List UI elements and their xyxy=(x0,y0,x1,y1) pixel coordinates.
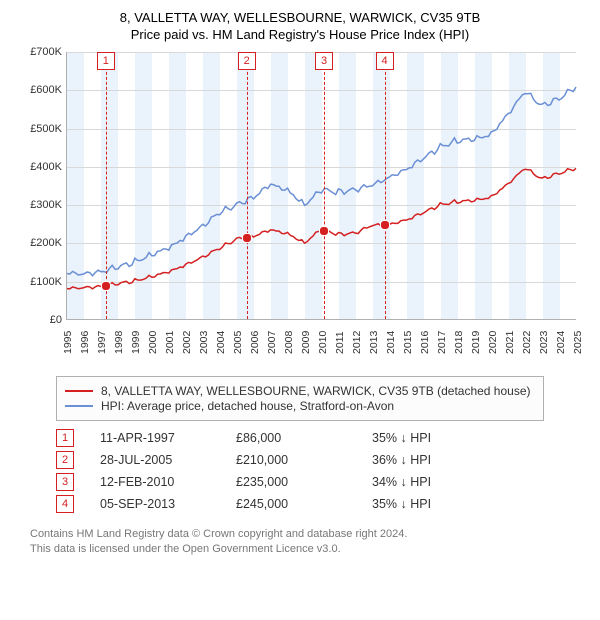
transaction-price-dot xyxy=(242,233,252,243)
y-axis-label: £700K xyxy=(20,46,62,58)
transaction-row: 4 05-SEP-2013 £245,000 35% ↓ HPI xyxy=(56,495,590,513)
y-axis-label: £0 xyxy=(20,314,62,326)
title-address: 8, VALLETTA WAY, WELLESBOURNE, WARWICK, … xyxy=(10,10,590,25)
legend-swatch-price xyxy=(65,390,93,392)
x-axis-label: 2008 xyxy=(283,331,295,354)
y-axis-label: £500K xyxy=(20,123,62,135)
x-axis-label: 2009 xyxy=(300,331,312,354)
transaction-diff: 35% ↓ HPI xyxy=(372,431,492,445)
legend: 8, VALLETTA WAY, WELLESBOURNE, WARWICK, … xyxy=(56,376,544,421)
y-axis-label: £300K xyxy=(20,199,62,211)
x-axis-label: 2005 xyxy=(232,331,244,354)
x-axis-label: 2018 xyxy=(453,331,465,354)
transaction-row: 2 28-JUL-2005 £210,000 36% ↓ HPI xyxy=(56,451,590,469)
x-axis-label: 2000 xyxy=(147,331,159,354)
x-axis-label: 2001 xyxy=(164,331,176,354)
transaction-number-box: 1 xyxy=(56,429,74,447)
x-axis-label: 2006 xyxy=(249,331,261,354)
transaction-marker-line xyxy=(106,52,107,319)
legend-label-hpi: HPI: Average price, detached house, Stra… xyxy=(101,399,394,413)
transaction-price: £86,000 xyxy=(236,431,346,445)
y-axis-label: £100K xyxy=(20,276,62,288)
x-axis-label: 2014 xyxy=(385,331,397,354)
transaction-marker-line xyxy=(247,52,248,319)
chart: 1 2 3 4 £0 £100K £200K £300K £400K £500K £600K £70… xyxy=(20,48,580,368)
transaction-marker-box: 4 xyxy=(376,52,394,70)
transaction-diff: 36% ↓ HPI xyxy=(372,453,492,467)
legend-swatch-hpi xyxy=(65,405,93,407)
plot-area: 1 2 3 4 xyxy=(66,52,576,320)
x-axis-label: 1995 xyxy=(62,331,74,354)
transaction-diff: 34% ↓ HPI xyxy=(372,475,492,489)
y-axis-label: £200K xyxy=(20,237,62,249)
x-axis-label: 2004 xyxy=(215,331,227,354)
transaction-row: 3 12-FEB-2010 £235,000 34% ↓ HPI xyxy=(56,473,590,491)
transaction-row: 1 11-APR-1997 £86,000 35% ↓ HPI xyxy=(56,429,590,447)
transaction-marker-line xyxy=(385,52,386,319)
x-axis-label: 1999 xyxy=(130,331,142,354)
footer-line1: Contains HM Land Registry data © Crown c… xyxy=(30,527,570,542)
x-axis-label: 2003 xyxy=(198,331,210,354)
x-axis-label: 2016 xyxy=(419,331,431,354)
transaction-marker-box: 2 xyxy=(238,52,256,70)
x-axis-label: 1996 xyxy=(79,331,91,354)
footer-line2: This data is licensed under the Open Gov… xyxy=(30,542,570,557)
x-axis-label: 2020 xyxy=(487,331,499,354)
x-axis-label: 2022 xyxy=(521,331,533,354)
x-axis-label: 2023 xyxy=(538,331,550,354)
y-axis-label: £400K xyxy=(20,161,62,173)
y-axis-label: £600K xyxy=(20,84,62,96)
x-axis-label: 2015 xyxy=(402,331,414,354)
x-axis-label: 2025 xyxy=(572,331,584,354)
transaction-date: 12-FEB-2010 xyxy=(100,475,210,489)
transaction-date: 05-SEP-2013 xyxy=(100,497,210,511)
transactions-table: 1 11-APR-1997 £86,000 35% ↓ HPI 2 28-JUL-2005… xyxy=(56,429,590,513)
legend-row-price: 8, VALLETTA WAY, WELLESBOURNE, WARWICK, … xyxy=(65,384,535,398)
x-axis-label: 2013 xyxy=(368,331,380,354)
transaction-marker-box: 1 xyxy=(97,52,115,70)
transaction-date: 28-JUL-2005 xyxy=(100,453,210,467)
footer: Contains HM Land Registry data © Crown c… xyxy=(30,527,570,557)
x-axis-label: 2007 xyxy=(266,331,278,354)
x-axis-label: 2010 xyxy=(317,331,329,354)
transaction-price-dot xyxy=(380,220,390,230)
x-axis-label: 2002 xyxy=(181,331,193,354)
legend-label-price: 8, VALLETTA WAY, WELLESBOURNE, WARWICK, … xyxy=(101,384,531,398)
x-axis-label: 2012 xyxy=(351,331,363,354)
x-axis-label: 2019 xyxy=(470,331,482,354)
transaction-number-box: 2 xyxy=(56,451,74,469)
transaction-marker-box: 3 xyxy=(315,52,333,70)
transaction-price: £245,000 xyxy=(236,497,346,511)
chart-lines-svg xyxy=(67,52,576,319)
x-axis-label: 1997 xyxy=(96,331,108,354)
transaction-price-dot xyxy=(101,281,111,291)
transaction-price: £235,000 xyxy=(236,475,346,489)
legend-row-hpi: HPI: Average price, detached house, Stra… xyxy=(65,399,535,413)
transaction-number-box: 3 xyxy=(56,473,74,491)
x-axis-label: 2011 xyxy=(334,331,346,354)
title-subtitle: Price paid vs. HM Land Registry's House … xyxy=(10,27,590,42)
x-axis-label: 2024 xyxy=(555,331,567,354)
transaction-diff: 35% ↓ HPI xyxy=(372,497,492,511)
transaction-price: £210,000 xyxy=(236,453,346,467)
x-axis-label: 2017 xyxy=(436,331,448,354)
transaction-marker-line xyxy=(324,52,325,319)
title-block: 8, VALLETTA WAY, WELLESBOURNE, WARWICK, … xyxy=(10,10,590,42)
transaction-number-box: 4 xyxy=(56,495,74,513)
transaction-date: 11-APR-1997 xyxy=(100,431,210,445)
x-axis-label: 1998 xyxy=(113,331,125,354)
x-axis-label: 2021 xyxy=(504,331,516,354)
transaction-price-dot xyxy=(319,226,329,236)
